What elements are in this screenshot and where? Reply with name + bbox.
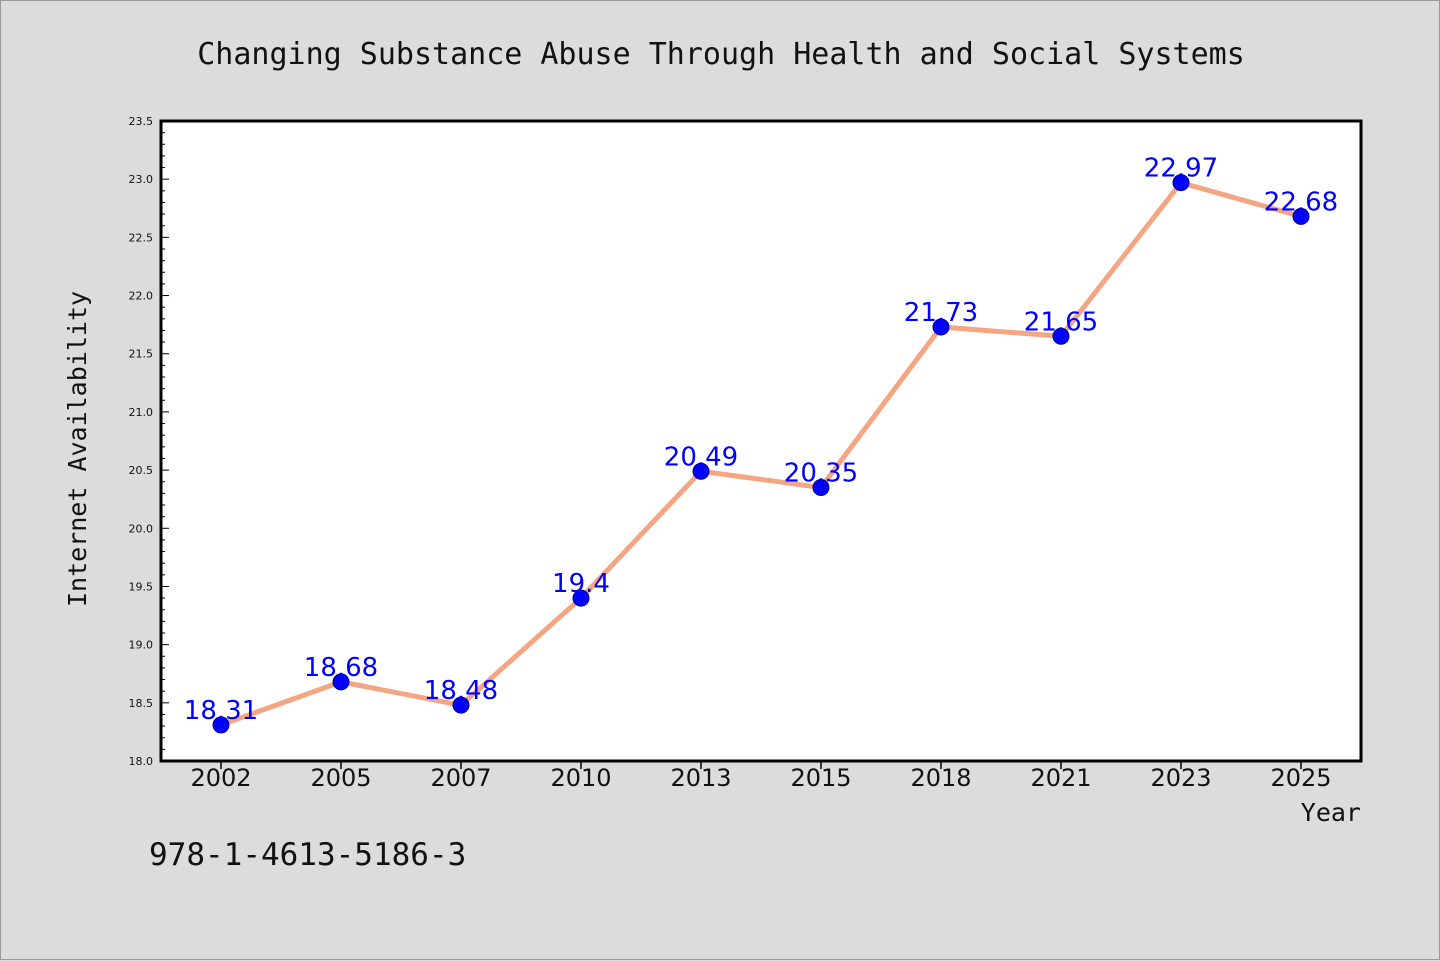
plot-area	[159, 119, 1363, 763]
y-tick-label: 18.5	[129, 697, 154, 710]
x-axis: 2002 2005 2007 2010 2013 2015 2018 2021 2023 2025	[190, 761, 1332, 792]
x-tick-label: 2015	[790, 764, 851, 792]
y-tick-label: 18.0	[129, 755, 154, 768]
y-tick-label: 22.0	[129, 290, 154, 303]
data-label: 20.49	[664, 442, 738, 472]
x-tick-label: 2005	[310, 764, 371, 792]
x-tick-label: 2002	[190, 764, 251, 792]
data-label: 19.4	[552, 569, 610, 599]
data-label: 22.68	[1264, 187, 1338, 217]
data-point	[572, 589, 590, 607]
data-label: 21.65	[1024, 307, 1098, 337]
data-label: 18.68	[304, 653, 378, 683]
x-tick-label: 2018	[910, 764, 971, 792]
data-point	[1172, 174, 1190, 192]
data-label: 21.73	[904, 298, 978, 328]
data-point	[812, 479, 830, 497]
x-axis-label: Year	[1301, 798, 1361, 827]
y-tick-label: 21.5	[129, 348, 154, 361]
y-tick-label: 20.5	[129, 464, 154, 477]
data-point	[1292, 207, 1310, 225]
data-label: 20.35	[784, 459, 858, 489]
y-tick-label: 21.0	[129, 406, 154, 419]
data-point	[332, 673, 350, 691]
data-label: 18.31	[184, 696, 258, 726]
y-tick-label: 23.5	[129, 115, 154, 128]
data-label: 18.48	[424, 676, 498, 706]
data-point	[212, 716, 230, 734]
y-tick-label: 20.0	[129, 522, 154, 535]
y-axis: 18.0 18.5 19.0 19.5 20.0 20.5 21.0 21.5 22.0 22.5…	[129, 115, 169, 768]
data-point	[932, 318, 950, 336]
y-tick-label: 19.5	[129, 580, 154, 593]
data-point	[452, 696, 470, 714]
data-point	[1052, 327, 1070, 345]
x-tick-label: 2025	[1270, 764, 1331, 792]
data-label: 22.97	[1144, 154, 1218, 184]
data-point	[692, 462, 710, 480]
isbn-text: 978-1-4613-5186-3	[149, 837, 466, 873]
y-tick-label: 22.5	[129, 231, 154, 244]
x-tick-label: 2013	[670, 764, 731, 792]
data-series: 18.31 18.68 18.48 19.4 20.49 20.35 21.73 21.65 2…	[184, 154, 1338, 734]
x-tick-label: 2021	[1030, 764, 1091, 792]
chart-title: Changing Substance Abuse Through Health …	[197, 37, 1245, 72]
y-tick-label: 19.0	[129, 639, 154, 652]
y-axis-label: Internet Availability	[63, 291, 92, 607]
y-tick-label: 23.0	[129, 173, 154, 186]
series-line	[218, 180, 1304, 728]
x-tick-label: 2023	[1150, 764, 1211, 792]
x-tick-label: 2007	[430, 764, 491, 792]
x-tick-label: 2010	[550, 764, 611, 792]
